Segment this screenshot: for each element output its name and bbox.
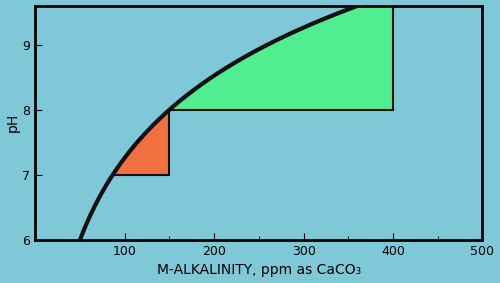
- Y-axis label: pH: pH: [6, 113, 20, 132]
- X-axis label: M-ALKALINITY, ppm as CaCO₃: M-ALKALINITY, ppm as CaCO₃: [156, 263, 361, 277]
- Polygon shape: [170, 0, 393, 110]
- Polygon shape: [112, 110, 170, 175]
